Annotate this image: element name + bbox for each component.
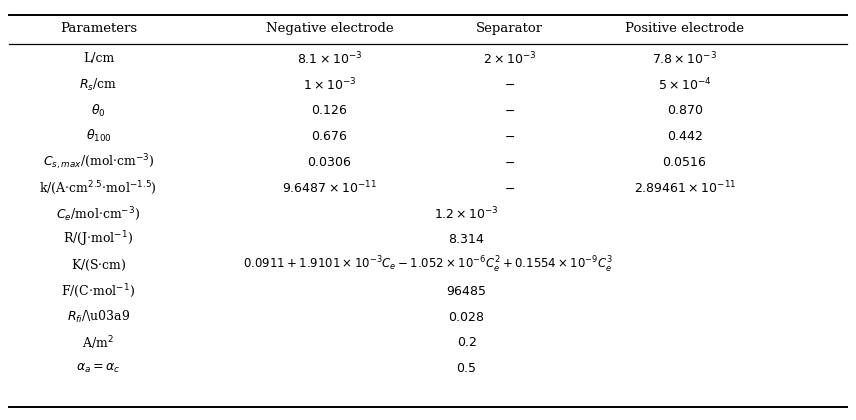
Text: Separator: Separator xyxy=(476,22,543,35)
Text: $-$: $-$ xyxy=(504,181,514,194)
Text: $\alpha_a=\alpha_c$: $\alpha_a=\alpha_c$ xyxy=(76,362,121,375)
Text: $\theta_{100}$: $\theta_{100}$ xyxy=(86,128,111,144)
Text: L/cm: L/cm xyxy=(83,52,114,65)
Text: F/(C$\cdot$mol$^{-1}$): F/(C$\cdot$mol$^{-1}$) xyxy=(62,282,135,300)
Text: $\theta_0$: $\theta_0$ xyxy=(91,102,106,118)
Text: $8.314$: $8.314$ xyxy=(448,233,485,246)
Text: $0.028$: $0.028$ xyxy=(448,311,485,323)
Text: $R_{fi}$/\u03a9: $R_{fi}$/\u03a9 xyxy=(67,309,130,325)
Text: $0.0516$: $0.0516$ xyxy=(663,156,707,168)
Text: $0.870$: $0.870$ xyxy=(667,104,703,117)
Text: $1\times10^{-3}$: $1\times10^{-3}$ xyxy=(303,76,356,93)
Text: $0.5$: $0.5$ xyxy=(456,362,477,375)
Text: $C_e$/mol$\cdot$cm$^{-3}$): $C_e$/mol$\cdot$cm$^{-3}$) xyxy=(56,205,140,223)
Text: $2.89461\times10^{-11}$: $2.89461\times10^{-11}$ xyxy=(633,180,736,196)
Text: $-$: $-$ xyxy=(504,78,514,91)
Text: $8.1\times10^{-3}$: $8.1\times10^{-3}$ xyxy=(297,50,362,67)
Text: $C_{s,max}$/(mol$\cdot$cm$^{-3}$): $C_{s,max}$/(mol$\cdot$cm$^{-3}$) xyxy=(43,152,154,172)
Text: $0.0306$: $0.0306$ xyxy=(307,156,352,168)
Text: Positive electrode: Positive electrode xyxy=(625,22,745,35)
Text: $0.2$: $0.2$ xyxy=(456,336,477,349)
Text: $0.0911+1.9101\times10^{-3}C_e-1.052\times10^{-6}C_e^2+0.1554\times10^{-9}C_e^3$: $0.0911+1.9101\times10^{-3}C_e-1.052\tim… xyxy=(243,255,613,276)
Text: Parameters: Parameters xyxy=(60,22,137,35)
Text: $1.2\times10^{-3}$: $1.2\times10^{-3}$ xyxy=(434,205,499,222)
Text: k/(A$\cdot$cm$^{2.5}$$\cdot$mol$^{-1.5}$): k/(A$\cdot$cm$^{2.5}$$\cdot$mol$^{-1.5}$… xyxy=(39,179,158,197)
Text: $96485$: $96485$ xyxy=(446,285,487,298)
Text: $5\times10^{-4}$: $5\times10^{-4}$ xyxy=(658,76,711,93)
Text: $0.676$: $0.676$ xyxy=(311,130,348,143)
Text: $2\times10^{-3}$: $2\times10^{-3}$ xyxy=(483,50,536,67)
Text: $0.126$: $0.126$ xyxy=(311,104,348,117)
Text: K/(S$\cdot$cm): K/(S$\cdot$cm) xyxy=(70,258,127,273)
Text: R/(J$\cdot$mol$^{-1}$): R/(J$\cdot$mol$^{-1}$) xyxy=(63,230,134,249)
Text: $7.8\times10^{-3}$: $7.8\times10^{-3}$ xyxy=(652,50,717,67)
Text: $9.6487\times10^{-11}$: $9.6487\times10^{-11}$ xyxy=(282,180,377,196)
Text: Negative electrode: Negative electrode xyxy=(265,22,394,35)
Text: $0.442$: $0.442$ xyxy=(667,130,703,143)
Text: $-$: $-$ xyxy=(504,156,514,168)
Text: $-$: $-$ xyxy=(504,104,514,117)
Text: $-$: $-$ xyxy=(504,130,514,143)
Text: A/m$^2$: A/m$^2$ xyxy=(82,334,115,352)
Text: $R_s$/cm: $R_s$/cm xyxy=(80,76,117,93)
